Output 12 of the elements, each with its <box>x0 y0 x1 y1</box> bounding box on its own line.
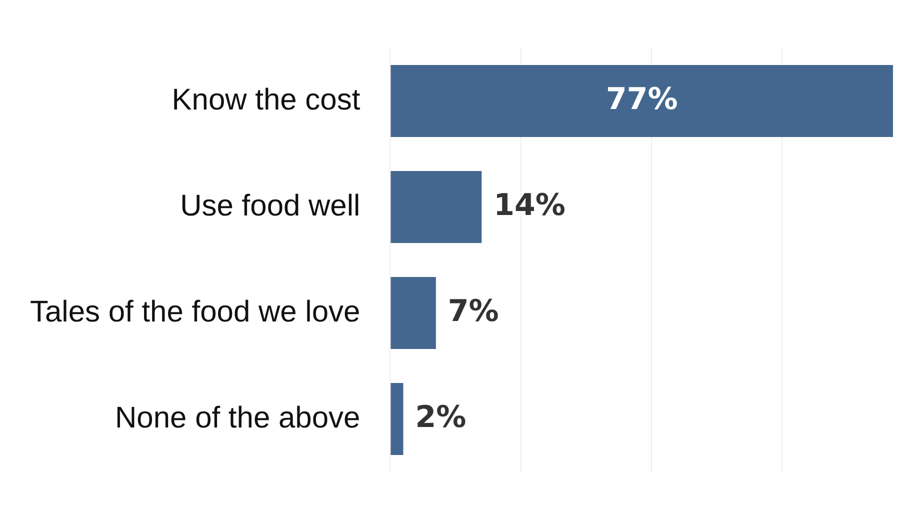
data-label: 2% <box>415 400 466 435</box>
bar <box>390 276 436 350</box>
y-tick-label: Tales of the food we love <box>30 295 360 328</box>
data-label: 77% <box>606 82 678 117</box>
y-tick-label: Know the cost <box>172 83 361 116</box>
y-tick-label: None of the above <box>115 401 360 434</box>
data-label: 7% <box>448 294 499 329</box>
y-tick-label: Use food well <box>180 189 360 222</box>
bar <box>390 64 893 138</box>
data-label: 14% <box>494 188 566 223</box>
bar <box>390 382 404 456</box>
bar <box>390 170 482 244</box>
